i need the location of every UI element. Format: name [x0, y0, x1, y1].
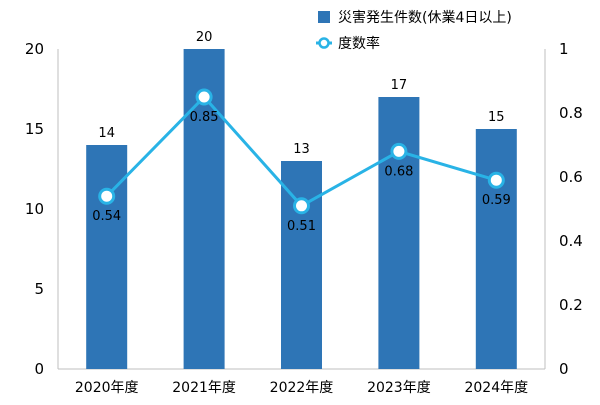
left-tick-label: 0 [34, 360, 44, 378]
line-series [98, 88, 505, 215]
category-label: 2020年度 [75, 380, 139, 396]
bar-value-label: 17 [391, 78, 408, 93]
legend-bar-swatch [318, 11, 330, 23]
line-point [195, 88, 213, 106]
legend-bar-label: 災害発生件数(休業4日以上) [338, 10, 512, 26]
line-value-label: 0.54 [92, 209, 121, 224]
category-label: 2021年度 [172, 380, 236, 396]
right-tick-label: 1 [559, 40, 569, 58]
bar-value-label: 20 [196, 30, 213, 45]
right-tick-label: 0.4 [559, 232, 583, 250]
axes: 0 5 10 15 20 0 0.2 0.4 0.6 0.8 1 2020年度 2021年度 2022年度… [25, 40, 583, 396]
line-value-label: 0.85 [190, 110, 219, 125]
category-label: 2024年度 [464, 380, 528, 396]
right-tick-label: 0 [559, 360, 569, 378]
left-tick-label: 10 [25, 200, 44, 218]
line-point [390, 142, 408, 160]
bar-value-label: 15 [488, 110, 505, 125]
line-value-label: 0.51 [287, 219, 316, 234]
legend-line-marker [318, 37, 330, 49]
bars [86, 49, 517, 369]
right-tick-label: 0.8 [559, 104, 583, 122]
category-label: 2023年度 [367, 380, 431, 396]
left-tick-label: 20 [25, 40, 44, 58]
left-tick-label: 15 [25, 120, 44, 138]
line-point [487, 171, 505, 189]
line-value-label: 0.59 [482, 193, 511, 208]
legend-line-label: 度数率 [338, 35, 380, 52]
right-tick-label: 0.6 [559, 168, 583, 186]
right-tick-label: 0.2 [559, 296, 583, 314]
line-point [98, 187, 116, 205]
bar [475, 129, 517, 369]
bar [86, 145, 128, 369]
bar [378, 97, 420, 369]
legend: 災害発生件数(休業4日以上) 度数率 [316, 10, 512, 52]
bar [281, 161, 322, 369]
line-value-label: 0.68 [384, 164, 413, 179]
data-labels: 14 20 13 17 15 0.54 0.85 0.51 0.68 0.59 [92, 30, 511, 234]
bar-value-label: 14 [98, 126, 115, 141]
left-tick-label: 5 [34, 280, 44, 298]
category-label: 2022年度 [270, 380, 334, 396]
bar-value-label: 13 [293, 142, 310, 157]
line-point [293, 197, 310, 215]
